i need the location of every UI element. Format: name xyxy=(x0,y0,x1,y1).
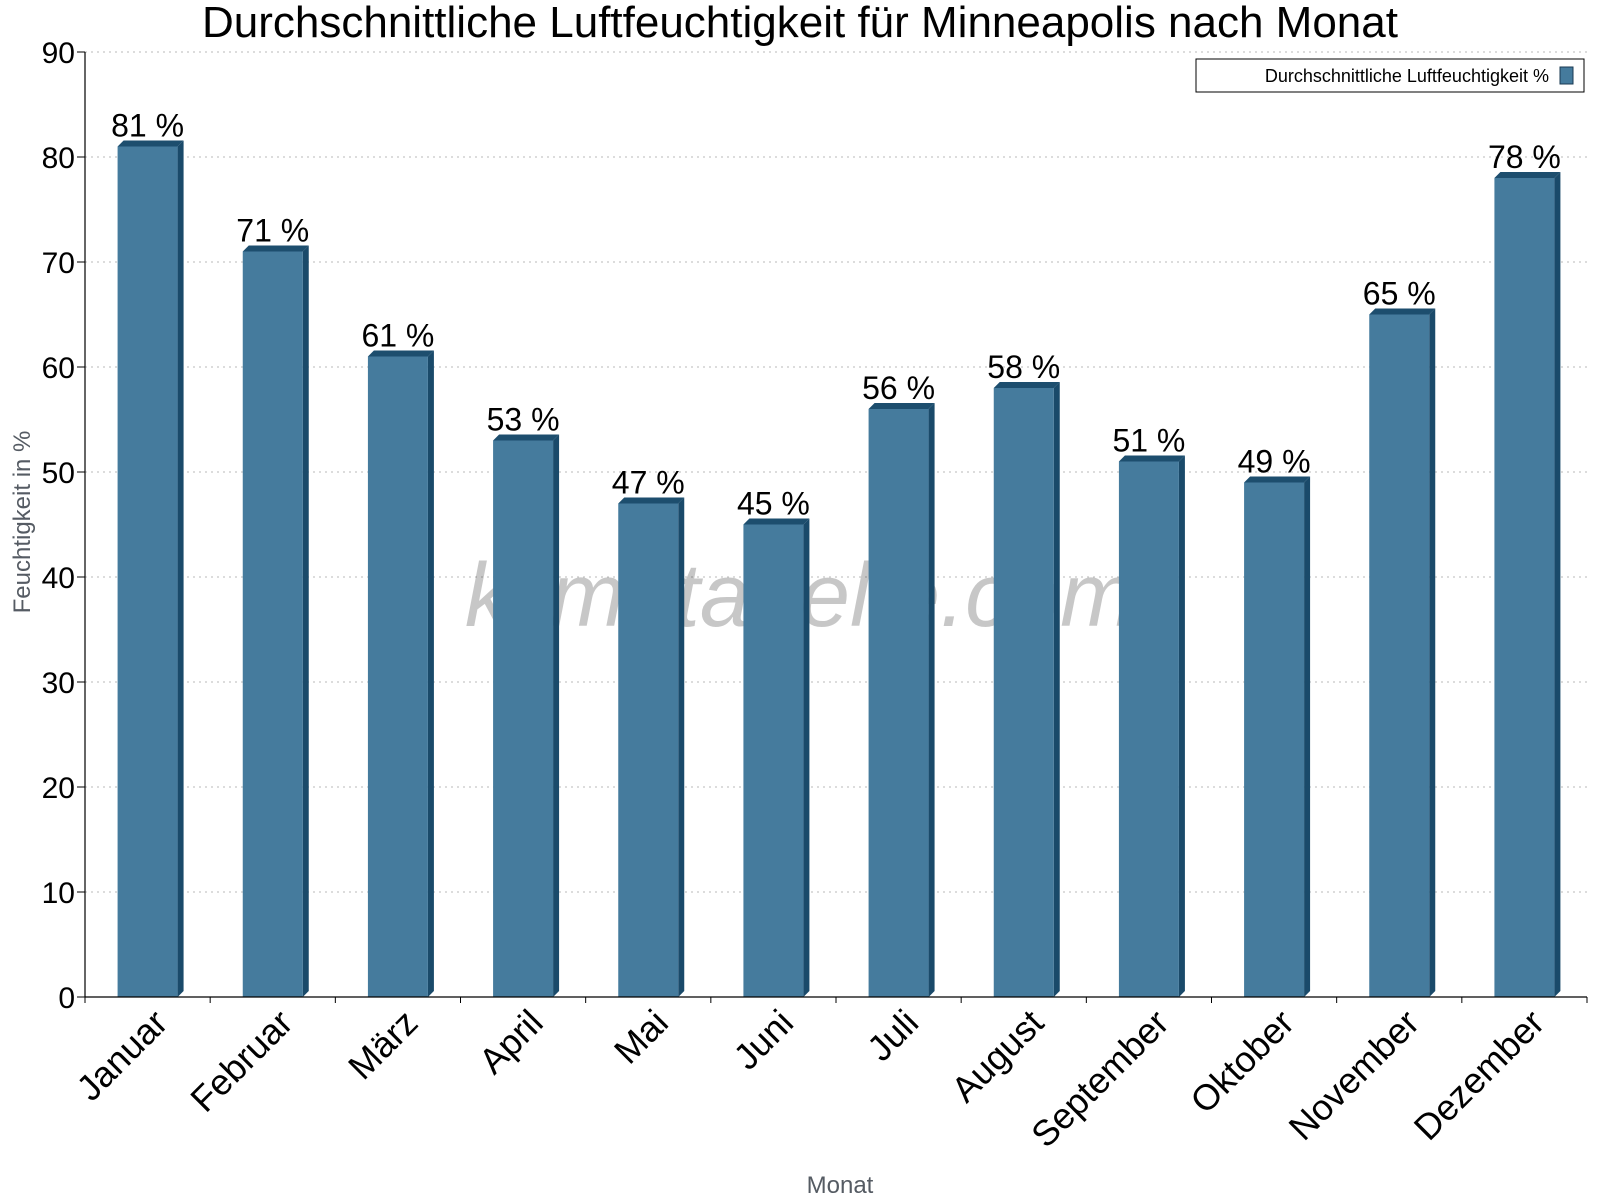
bar-top xyxy=(1369,308,1436,315)
bar-februar xyxy=(242,245,309,997)
chart-title: Durchschnittliche Luftfeuchtigkeit für M… xyxy=(202,0,1398,47)
y-tick-label: 80 xyxy=(42,142,75,175)
bar-front xyxy=(618,503,679,997)
bar-top xyxy=(868,403,935,409)
bar-front xyxy=(1244,482,1305,997)
x-axis-title: Monat xyxy=(807,1172,874,1199)
x-tick-label: März xyxy=(340,1002,426,1088)
data-labels: 81 % 71 % 61 % 53 % 47 % 45 % 56 % 58 % 51 % 49 %… xyxy=(111,108,1561,522)
bar-top xyxy=(242,245,309,252)
y-tick-label: 40 xyxy=(42,562,75,595)
bar-front xyxy=(242,251,303,997)
bar-top xyxy=(1244,476,1311,483)
bar-top xyxy=(743,518,810,525)
data-label: 56 % xyxy=(862,370,935,406)
bar-front xyxy=(868,409,929,997)
bar-top xyxy=(1118,455,1185,462)
bar-september xyxy=(1118,455,1185,997)
legend-swatch xyxy=(1559,66,1574,85)
y-tick-label: 50 xyxy=(42,457,75,490)
bar-side xyxy=(177,140,184,997)
data-label: 47 % xyxy=(612,465,685,501)
bar-mai xyxy=(618,497,685,997)
bar-top xyxy=(493,434,560,441)
bar-front xyxy=(993,388,1054,997)
x-tick-label: Februar xyxy=(182,1002,300,1120)
bar-märz xyxy=(367,350,434,997)
bar-side xyxy=(302,245,309,997)
bar-front xyxy=(743,524,804,997)
bar-november xyxy=(1369,308,1436,997)
bar-oktober xyxy=(1244,476,1311,997)
x-tick-label: August xyxy=(943,1002,1051,1110)
y-tick-label: 70 xyxy=(42,247,75,280)
bar-side xyxy=(803,518,810,997)
bar-top xyxy=(993,382,1060,388)
gridlines xyxy=(85,51,1587,893)
data-label: 61 % xyxy=(361,318,434,354)
bar-top xyxy=(117,140,184,147)
bar-top xyxy=(367,350,434,357)
x-tick-label: Januar xyxy=(68,1002,175,1109)
bar-side xyxy=(1053,382,1060,997)
data-label: 81 % xyxy=(111,108,184,144)
data-label: 49 % xyxy=(1238,444,1311,480)
legend-label: Durchschnittliche Luftfeuchtigkeit % xyxy=(1265,66,1549,86)
bar-side xyxy=(1429,308,1436,997)
bar-dezember xyxy=(1494,172,1561,997)
data-label: 51 % xyxy=(1112,423,1185,459)
x-tick-label: April xyxy=(471,1002,551,1082)
y-tick-label: 10 xyxy=(42,877,75,910)
data-label: 78 % xyxy=(1488,139,1561,175)
bar-side xyxy=(928,403,935,997)
x-tick-label: Dezember xyxy=(1406,1002,1552,1148)
axes xyxy=(77,51,1588,1003)
x-tick-label: Juli xyxy=(859,1002,926,1069)
y-tick-label: 0 xyxy=(58,982,75,1015)
y-tick-label: 20 xyxy=(42,772,75,805)
bar-april xyxy=(493,434,560,997)
bar-side xyxy=(1554,172,1561,997)
bar-side xyxy=(1304,476,1311,997)
x-tick-label: Juni xyxy=(725,1002,801,1078)
x-tick-label: November xyxy=(1280,1002,1426,1148)
data-label: 65 % xyxy=(1363,276,1436,312)
data-label: 53 % xyxy=(487,402,560,438)
y-axis-tick-labels: 0 10 20 30 40 50 60 70 80 90 xyxy=(42,37,75,1015)
bar-front xyxy=(493,440,554,997)
y-tick-label: 60 xyxy=(42,352,75,385)
x-tick-label: September xyxy=(1023,1002,1177,1156)
bars xyxy=(117,140,1561,997)
bar-side xyxy=(553,434,560,997)
bar-front xyxy=(367,356,428,997)
bar-side xyxy=(1178,455,1185,997)
bar-januar xyxy=(117,140,184,997)
bar-front xyxy=(1494,178,1555,997)
bar-august xyxy=(993,382,1060,997)
bar-front xyxy=(1118,461,1179,997)
y-axis-title: Feuchtigkeit in % xyxy=(9,431,36,614)
bar-top xyxy=(1494,172,1561,178)
y-tick-label: 30 xyxy=(42,667,75,700)
x-tick-label: Oktober xyxy=(1182,1002,1302,1122)
bar-side xyxy=(678,497,685,997)
legend-box xyxy=(1195,58,1585,93)
data-label: 45 % xyxy=(737,486,810,522)
x-axis-tick-labels: Januar Februar März April Mai Juni Juli AugustS… xyxy=(68,1002,1552,1156)
y-tick-label: 90 xyxy=(42,37,75,70)
legend: Durchschnittliche Luftfeuchtigkeit % xyxy=(1195,58,1585,93)
bar-front xyxy=(1369,314,1430,997)
x-tick-label: Mai xyxy=(606,1002,676,1072)
data-label: 58 % xyxy=(987,349,1060,385)
bar-top xyxy=(618,497,685,504)
bar-side xyxy=(427,350,434,997)
bar-juli xyxy=(868,403,935,997)
bar-front xyxy=(117,146,178,997)
data-label: 71 % xyxy=(236,213,309,249)
bar-juni xyxy=(743,518,810,997)
